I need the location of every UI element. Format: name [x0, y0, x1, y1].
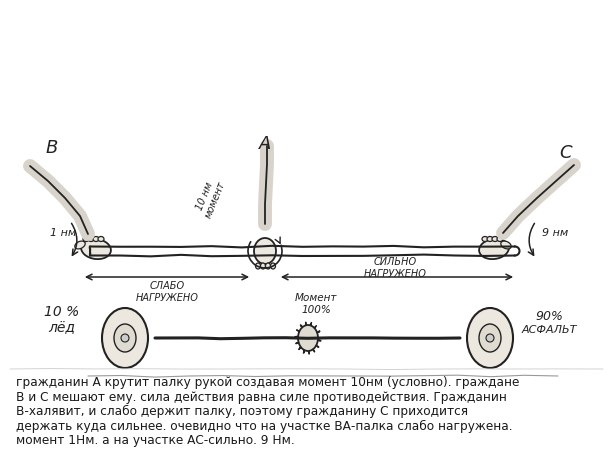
Ellipse shape — [497, 237, 503, 241]
Text: С: С — [560, 144, 573, 162]
Ellipse shape — [487, 237, 493, 241]
Ellipse shape — [265, 263, 270, 269]
Text: 1 нм: 1 нм — [50, 228, 76, 238]
Text: 90%: 90% — [535, 309, 563, 322]
Ellipse shape — [93, 237, 99, 241]
Text: лёд: лёд — [48, 321, 75, 335]
Text: 10 нм
момент: 10 нм момент — [192, 176, 227, 220]
Text: А: А — [259, 135, 271, 153]
Text: 100%: 100% — [301, 305, 331, 315]
Ellipse shape — [75, 241, 85, 249]
Ellipse shape — [261, 263, 265, 269]
Ellipse shape — [479, 239, 509, 259]
Text: В и С мешают ему. сила действия равна силе противодействия. Гражданин: В и С мешают ему. сила действия равна си… — [16, 391, 507, 404]
Ellipse shape — [81, 239, 111, 259]
Text: держать куда сильнее. очевидно что на участке ВА-палка слабо нагружена.: держать куда сильнее. очевидно что на уч… — [16, 419, 512, 432]
Text: СИЛЬНО
НАГРУЖЕНО: СИЛЬНО НАГРУЖЕНО — [364, 257, 427, 279]
Ellipse shape — [256, 263, 261, 269]
Ellipse shape — [482, 237, 488, 241]
Ellipse shape — [88, 237, 94, 241]
Ellipse shape — [467, 308, 513, 368]
Ellipse shape — [254, 238, 276, 264]
Ellipse shape — [501, 241, 511, 249]
Text: 9 нм: 9 нм — [542, 228, 568, 238]
Text: СЛАБО
НАГРУЖЕНО: СЛАБО НАГРУЖЕНО — [135, 281, 199, 303]
Text: Момент: Момент — [295, 293, 337, 303]
Text: 10 %: 10 % — [44, 305, 80, 319]
Ellipse shape — [298, 325, 318, 351]
Ellipse shape — [270, 263, 275, 269]
Text: В-халявит, и слабо держит палку, поэтому гражданину С приходится: В-халявит, и слабо держит палку, поэтому… — [16, 405, 468, 418]
Ellipse shape — [102, 308, 148, 368]
Text: АСФАЛЬТ: АСФАЛЬТ — [521, 325, 577, 335]
Ellipse shape — [98, 237, 104, 241]
Text: гражданин А крутит палку рукой создавая момент 10нм (условно). граждане: гражданин А крутит палку рукой создавая … — [16, 376, 519, 389]
Circle shape — [486, 334, 494, 342]
Ellipse shape — [479, 324, 501, 352]
Text: В: В — [46, 139, 58, 157]
Ellipse shape — [492, 237, 498, 241]
Circle shape — [121, 334, 129, 342]
Ellipse shape — [114, 324, 136, 352]
Ellipse shape — [83, 237, 89, 241]
Text: момент 1Нм. а на участке АС-сильно. 9 Нм.: момент 1Нм. а на участке АС-сильно. 9 Нм… — [16, 434, 295, 447]
